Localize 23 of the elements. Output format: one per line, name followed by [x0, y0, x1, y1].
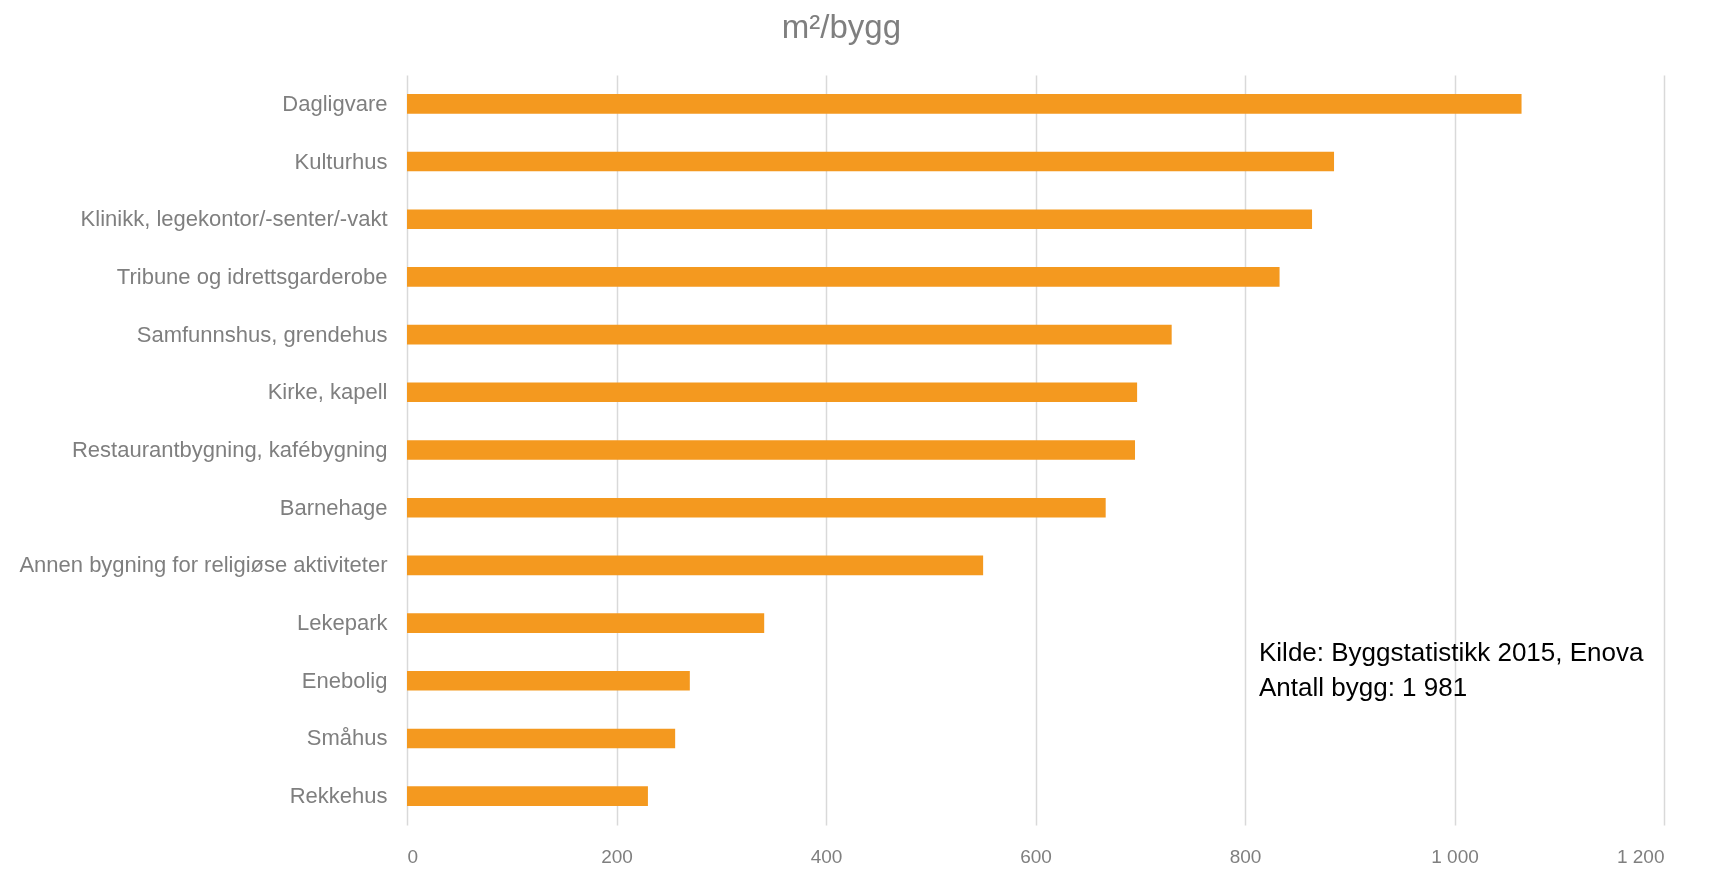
x-tick-label: 200 — [601, 845, 633, 867]
y-tick-label: Kirke, kapell — [267, 379, 388, 405]
y-tick-label: Tribune og idrettsgarderobe — [116, 263, 388, 289]
x-tick-label: 0 — [407, 845, 419, 867]
y-tick-label: Rekkehus — [289, 783, 388, 809]
chart-title: m²/bygg — [781, 8, 902, 45]
y-tick-label: Lekepark — [296, 610, 389, 636]
y-tick-label: Klinikk, legekontor/-senter/-vakt — [80, 206, 388, 232]
y-tick-label: Barnehage — [279, 494, 388, 520]
y-tick-label: Annen bygning for religiøse aktiviteter — [19, 552, 388, 578]
y-tick-label: Kulturhus — [294, 148, 388, 174]
y-tick-label: Dagligvare — [282, 90, 388, 116]
y-tick-label: Samfunnshus, grendehus — [136, 321, 388, 347]
x-tick-label: 600 — [1020, 845, 1052, 867]
y-tick-label: Restaurantbygning, kafébygning — [71, 437, 388, 462]
annotation: Kilde: Byggstatistikk 2015, Enova — [1259, 637, 1644, 667]
x-tick-label: 800 — [1229, 845, 1262, 867]
x-tick-label: 1 200 — [1616, 845, 1665, 867]
x-tick-label: 400 — [810, 845, 843, 867]
y-tick-label: Småhus — [306, 725, 388, 751]
x-tick-label: 1 000 — [1431, 845, 1479, 867]
y-tick-label: Enebolig — [301, 667, 388, 693]
annotation: Antall bygg: 1 981 — [1259, 672, 1468, 702]
